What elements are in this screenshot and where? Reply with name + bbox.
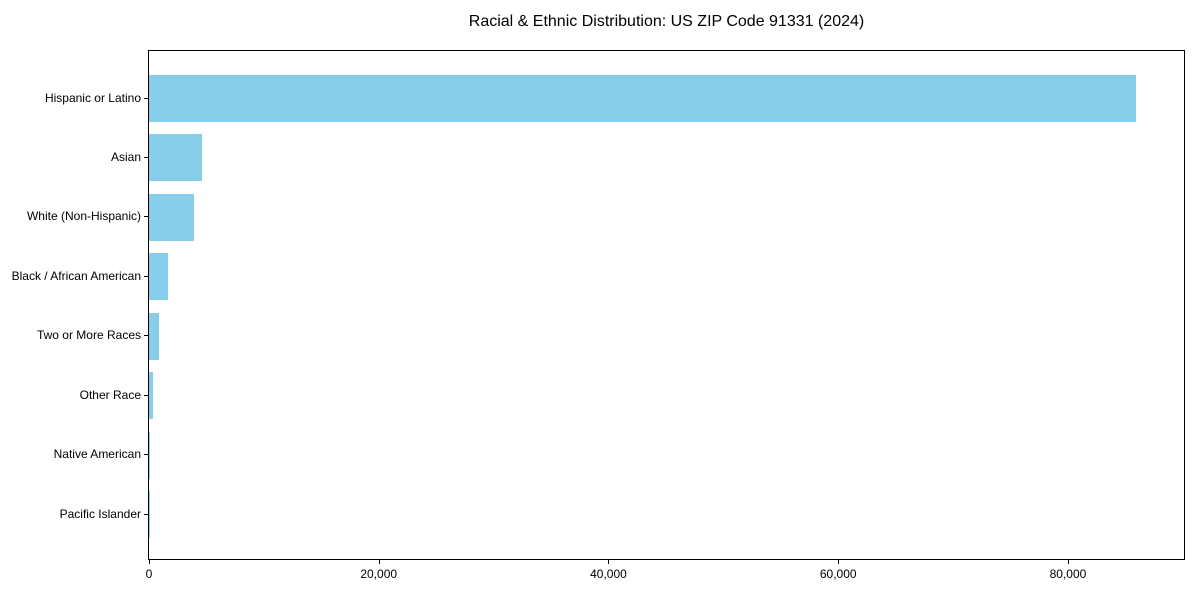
ytick-label-white-non-hispanic: White (Non-Hispanic) [26, 209, 141, 224]
y-tick-mark-asian [144, 156, 148, 158]
bar-white-non-hispanic [149, 193, 195, 241]
ytick-label-asian: Asian [110, 149, 141, 164]
bar-native-american [149, 431, 151, 479]
x-tick-mark-80000 [1067, 560, 1069, 564]
bar-hispanic-or-latino [149, 75, 1136, 122]
y-tick-mark-two-or-more-races [144, 335, 148, 337]
xtick-label-40000: 40,000 [590, 567, 627, 581]
bar-two-or-more-races [149, 312, 160, 360]
y-tick-mark-black-african-american [144, 275, 148, 277]
ytick-label-hispanic-or-latino: Hispanic or Latino [44, 90, 141, 105]
y-tick-mark-pacific-islander [144, 513, 148, 515]
xtick-label-20000: 20,000 [360, 567, 398, 581]
bar-black-african-american [149, 253, 169, 301]
y-tick-mark-other-race [144, 394, 148, 396]
ytick-label-native-american: Native American [53, 447, 141, 462]
x-tick-mark-20000 [378, 560, 380, 564]
x-tick-mark-60000 [838, 560, 840, 564]
bar-other-race [149, 372, 154, 420]
plot-area [148, 50, 1185, 560]
xtick-label-80000: 80,000 [1049, 567, 1087, 581]
ytick-label-black-african-american: Black / African American [11, 268, 141, 283]
ytick-label-two-or-more-races: Two or More Races [36, 328, 141, 343]
x-tick-mark-0 [149, 560, 150, 564]
y-tick-mark-native-american [144, 454, 148, 456]
bar-asian [149, 134, 202, 182]
x-tick-mark-40000 [608, 560, 610, 564]
y-tick-mark-hispanic-or-latino [144, 97, 148, 99]
ytick-label-other-race: Other Race [79, 387, 141, 402]
chart-title: Racial & Ethnic Distribution: US ZIP Cod… [468, 13, 865, 30]
y-tick-mark-white-non-hispanic [144, 216, 148, 218]
xtick-label-60000: 60,000 [819, 567, 857, 581]
ytick-label-pacific-islander: Pacific Islander [59, 506, 141, 521]
xtick-label-0: 0 [145, 567, 153, 581]
